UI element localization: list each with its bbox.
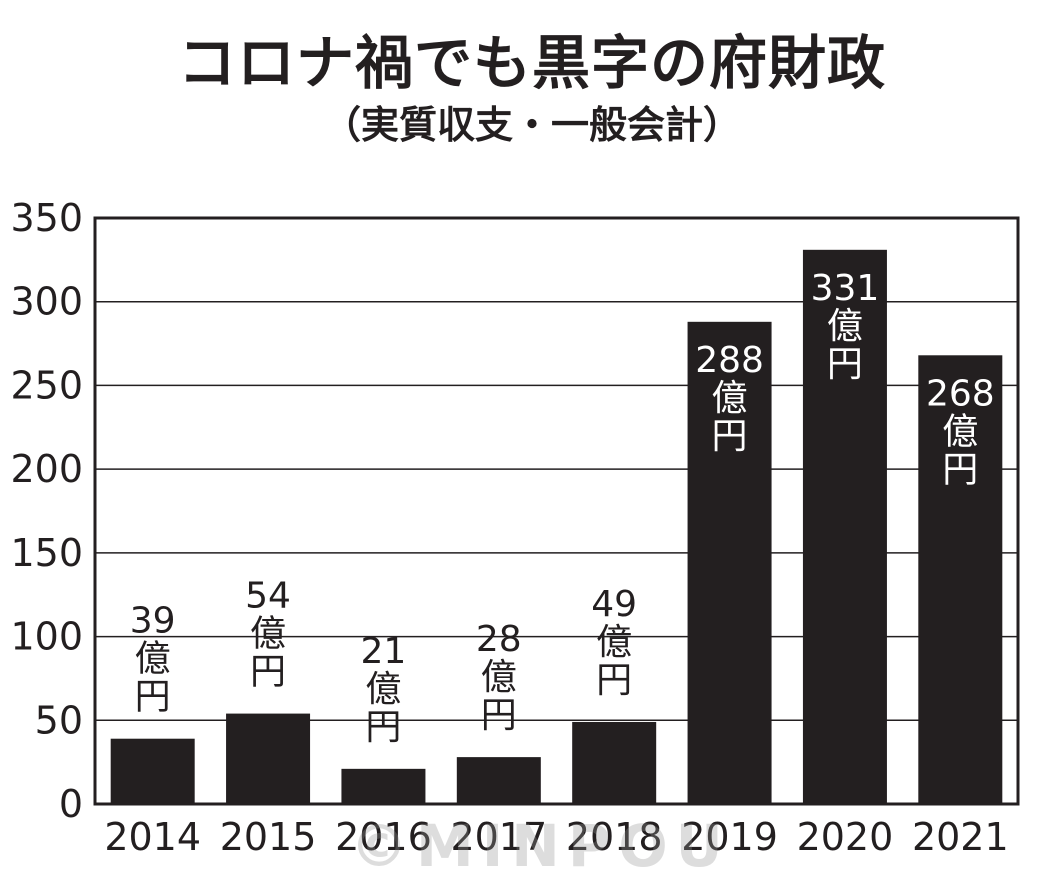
y-tick-label: 100 <box>10 615 83 659</box>
x-tick-label: 2019 <box>681 815 778 859</box>
data-label: 28 <box>476 619 522 660</box>
bar <box>341 768 426 804</box>
data-label: 円 <box>365 707 401 748</box>
data-label: 億 <box>365 669 401 710</box>
data-label: 49 <box>591 584 637 625</box>
data-label: 億 <box>250 614 286 655</box>
data-label: 億 <box>942 411 978 452</box>
y-tick-label: 0 <box>59 782 83 826</box>
x-tick-label: 2021 <box>912 815 1009 859</box>
data-label: 円 <box>942 449 978 490</box>
y-tick-label: 200 <box>10 447 83 491</box>
data-label: 54 <box>245 576 291 617</box>
x-tick-label: 2017 <box>450 815 547 859</box>
x-axis-ticks: 2014 2015 2016 2017 2018 2019 2020 2021 <box>104 815 1008 859</box>
data-label: 億 <box>827 306 863 347</box>
data-label: 288 <box>695 340 764 381</box>
data-label: 円 <box>596 660 632 701</box>
x-tick-label: 2014 <box>104 815 201 859</box>
y-tick-label: 150 <box>10 531 83 575</box>
data-label: 億 <box>712 378 748 419</box>
bar <box>918 355 1003 804</box>
bar <box>226 713 311 804</box>
plot-frame <box>93 216 1020 806</box>
y-tick-label: 300 <box>10 280 83 324</box>
data-label: 21 <box>361 631 407 672</box>
data-label: 億 <box>135 639 171 680</box>
x-tick-label: 2018 <box>566 815 663 859</box>
bar <box>687 321 772 804</box>
y-tick-label: 250 <box>10 363 83 407</box>
data-label: 331 <box>811 268 880 309</box>
chart-subtitle: （実質収支・一般会計） <box>322 103 741 147</box>
bar <box>802 249 887 805</box>
data-label: 億 <box>596 622 632 663</box>
data-label: 39 <box>130 601 176 642</box>
chart-title: コロナ禍でも黒字の府財政 <box>177 29 886 97</box>
y-tick-label: 50 <box>35 698 83 742</box>
data-label: 円 <box>135 677 171 718</box>
data-label: 億 <box>481 657 517 698</box>
data-label: 円 <box>712 416 748 457</box>
data-label: 268 <box>926 373 995 414</box>
bar <box>456 757 541 804</box>
y-tick-label: 350 <box>10 196 83 240</box>
bar <box>110 738 195 804</box>
data-label: 円 <box>250 652 286 693</box>
x-tick-label: 2020 <box>797 815 894 859</box>
data-label: 円 <box>827 344 863 385</box>
y-axis-ticks: 0 50 100 150 200 250 300 350 <box>10 196 83 826</box>
x-tick-label: 2016 <box>335 815 432 859</box>
x-tick-label: 2015 <box>220 815 317 859</box>
bar <box>572 721 657 804</box>
bars <box>110 249 1003 805</box>
data-label: 円 <box>481 695 517 736</box>
